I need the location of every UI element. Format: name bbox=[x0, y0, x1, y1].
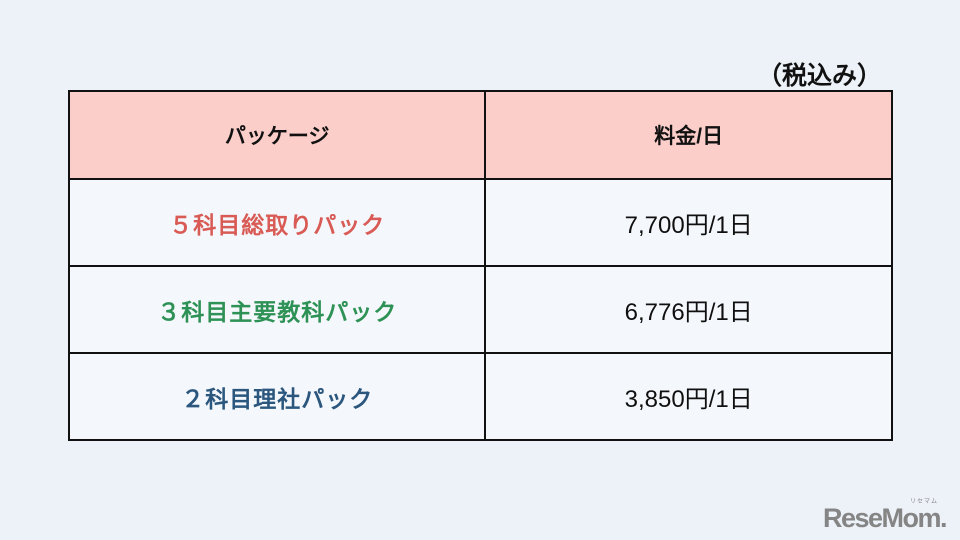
table-row: ３科目主要教科パック 6,776円/1日 bbox=[67, 265, 893, 354]
price-2-subjects: 3,850円/1日 bbox=[624, 386, 753, 413]
table-row: ２科目理社パック 3,850円/1日 bbox=[67, 352, 893, 441]
package-name-5-subjects: ５科目総取りパック bbox=[169, 211, 386, 238]
resemom-logo-ruby: リセマム bbox=[909, 499, 938, 505]
price-5-subjects: 7,700円/1日 bbox=[624, 212, 753, 239]
price-3-subjects: 6,776円/1日 bbox=[624, 299, 753, 326]
column-header-package: パッケージ bbox=[67, 90, 487, 180]
package-name-3-subjects: ３科目主要教科パック bbox=[157, 298, 398, 325]
resemom-logo: リセマム ReseMom. bbox=[822, 499, 948, 533]
resemom-logo-text: ReseMom. bbox=[822, 503, 948, 533]
package-name-2-subjects: ２科目理社パック bbox=[181, 385, 374, 412]
header-row: パッケージ 料金/日 bbox=[67, 90, 893, 180]
pricing-table: パッケージ 料金/日 ５科目総取りパック 7,700円/1日 ３科目主要教科パッ… bbox=[67, 90, 893, 441]
tax-included-note: （税込み） bbox=[756, 62, 882, 90]
column-header-price: 料金/日 bbox=[484, 90, 893, 180]
table-row: ５科目総取りパック 7,700円/1日 bbox=[67, 178, 893, 267]
